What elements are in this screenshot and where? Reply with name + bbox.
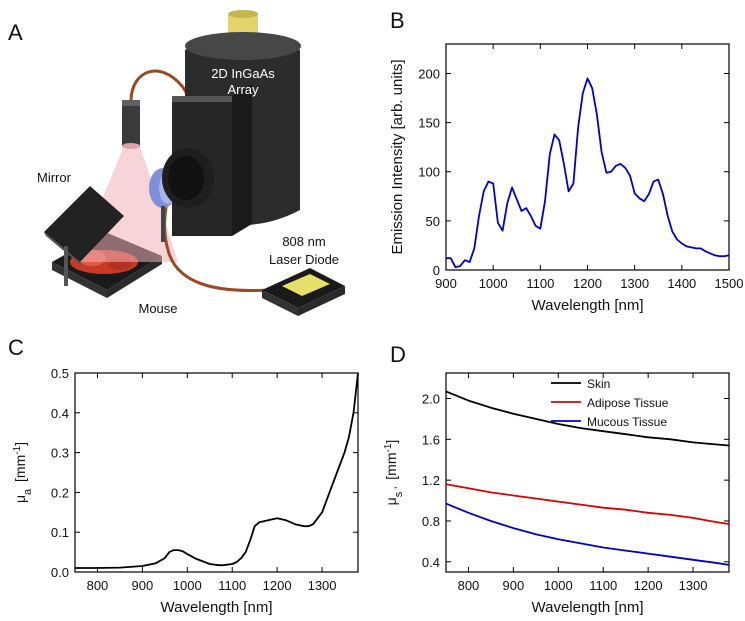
chart-c-xlabel: Wavelength [nm] [161,599,273,616]
chart-c-ylabel-close: ] [12,442,28,446]
light-source-icon [122,100,140,149]
panel-a-illustration: A [8,10,345,316]
chart-c-ylabel: μa [mm-1] [12,442,35,503]
panel-letter-b: B [390,8,405,33]
chart-d-ylabel-mu: μ [383,497,399,505]
chart-b-ytick-label: 200 [418,66,440,81]
chart-b-xtick-label: 1100 [526,276,554,291]
chart-d-series-line-2 [445,502,730,566]
chart-c-series-line-0 [75,372,359,569]
chart-d-series-line-0 [445,390,730,447]
chart-b-ytick-label: 100 [418,165,440,180]
chart-d-ylabel-exp: -1 [383,443,394,452]
chart-d-ylabel-unit: [mm [383,452,399,483]
chart-c-ylabel-mu: μ [12,495,28,503]
chart-b-xlabel: Wavelength [nm] [532,297,644,314]
chart-b-xtick-label: 900 [435,276,457,291]
chart-c-ytick-label: 0.1 [51,525,69,540]
chart-b-xtick-label: 1500 [715,276,744,291]
chart-c-ytick-label: 0.3 [51,446,69,461]
chart-d-xtick-label: 800 [458,578,480,593]
chart-d-xlabel: Wavelength [nm] [532,599,644,616]
laser-diode-icon [262,268,345,316]
chart-b-xtick-label: 1000 [479,276,508,291]
chart-c-absorption: 800 900 1000 1100 1200 1300 0.0 0.1 0.2 0.3 0.4 0.5… [12,366,359,616]
chart-d-legend-label-1: Adipose Tissue [587,396,669,410]
chart-d-series-line-1 [445,483,730,525]
chart-c-xtick-label: 1100 [218,578,246,593]
camera-label-line1: 2D InGaAs [211,66,275,81]
camera-icon [162,10,301,236]
chart-d-frame [445,372,730,573]
chart-c-xtick-label: 1000 [173,578,202,593]
chart-c-ytick-label: 0.2 [51,485,69,500]
mirror-icon [44,186,124,286]
panel-letter-d: D [390,342,406,367]
chart-b-emission: 900 1000 1100 1200 1300 1400 1500 0 50 100 150 200 W… [389,43,744,314]
chart-c-ylabel-exp: -1 [12,445,23,454]
chart-c-xtick-label: 900 [132,578,154,593]
chart-c-frame [74,372,359,573]
camera-label-line2: Array [227,82,259,97]
chart-d-ylabel-close: ] [383,440,399,444]
chart-c-ylabel-sub: a [22,488,34,495]
chart-d-ylabel: μs ' [mm-1] [383,440,406,506]
chart-b-ytick-label: 50 [426,214,440,229]
chart-b-series-line-0 [446,77,730,268]
chart-c-ytick-label: 0.4 [51,406,69,421]
chart-d-xtick-label: 900 [503,578,525,593]
chart-c-ytick-label: 0.0 [51,565,69,580]
chart-d-legend-label-0: Skin [587,377,610,391]
panel-letter-c: C [8,335,24,360]
chart-c-xtick-label: 1300 [308,578,337,593]
chart-b-xtick-label: 1300 [620,276,649,291]
chart-d-xtick-label: 1200 [634,578,663,593]
chart-d-ytick-label: 2.0 [422,392,440,407]
chart-c-ylabel-unit: [mm [12,455,28,486]
chart-d-xtick-label: 1300 [679,578,708,593]
mouse-label: Mouse [138,301,177,316]
chart-d-legend-label-2: Mucous Tissue [587,415,667,429]
mirror-label: Mirror [37,170,72,185]
chart-d-ylabel-sub: s ' [393,487,405,498]
laser-label-line1: 808 nm [282,234,325,249]
panel-letter-a: A [8,20,23,45]
chart-b-ylabel: Emission Intensity [arb. units] [389,59,406,254]
chart-d-ytick-label: 0.8 [422,514,440,529]
chart-d-scattering: 800 900 1000 1100 1200 1300 0.4 0.8 1.2 1.6 2.0 Wav… [383,372,730,616]
chart-d-xtick-label: 1100 [589,578,617,593]
chart-c-xtick-label: 1200 [263,578,292,593]
chart-d-ytick-label: 0.4 [422,555,440,570]
chart-d-ytick-label: 1.2 [422,473,440,488]
chart-c-xtick-label: 800 [87,578,109,593]
chart-b-ytick-label: 150 [418,116,440,131]
laser-label-line2: Laser Diode [269,252,339,267]
chart-b-ytick-label: 0 [433,263,440,278]
chart-c-ytick-label: 0.5 [51,366,69,381]
chart-b-xtick-label: 1400 [667,276,696,291]
chart-d-xtick-label: 1000 [544,578,573,593]
chart-d-ytick-label: 1.6 [422,432,440,447]
chart-b-xtick-label: 1200 [573,276,602,291]
